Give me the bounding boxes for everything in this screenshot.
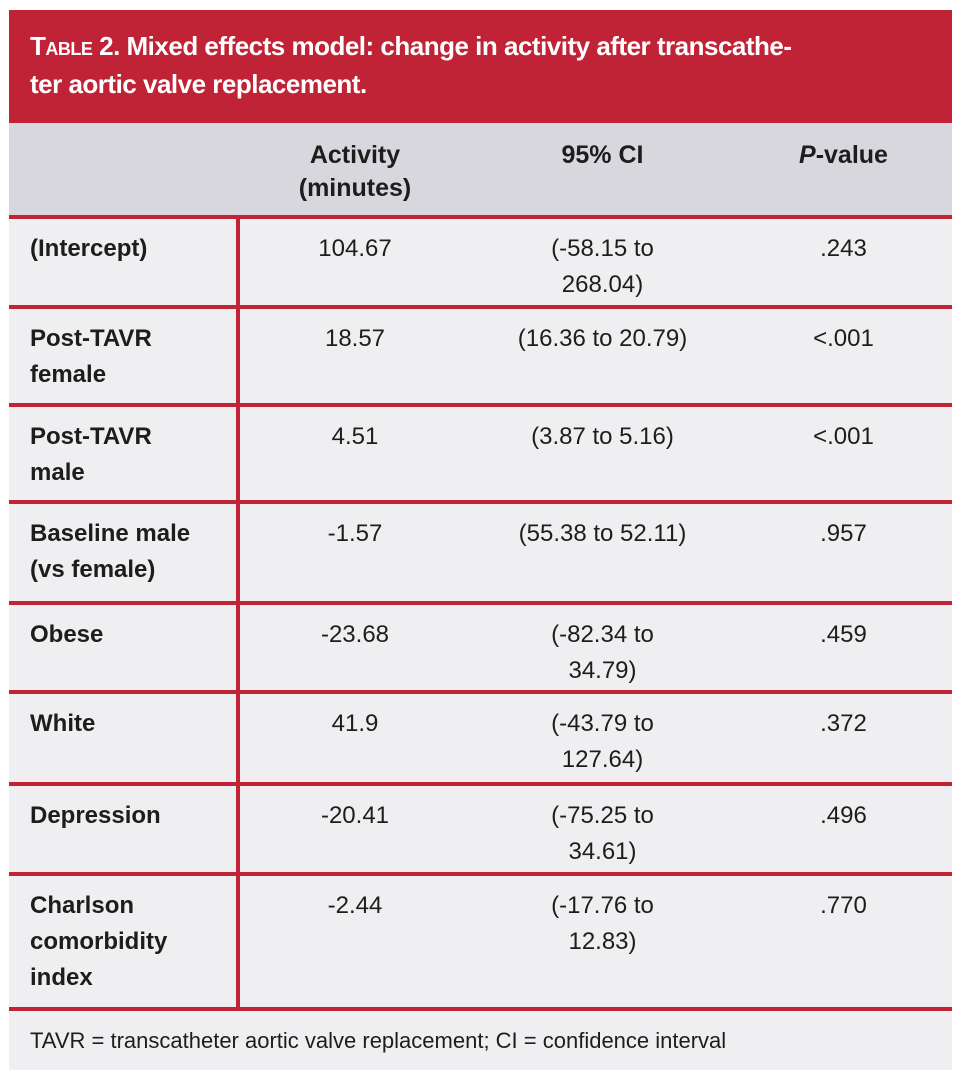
table-row-baseline-male: Baseline male (vs female) -1.57 (55.38 t… [9,500,952,601]
ci-line: (-43.79 to [551,710,654,737]
ci-cell: (3.87 to 5.16) [470,407,735,500]
ci-line: (55.38 to 52.11) [518,520,687,547]
table-row-white: White 41.9 (-43.79 to 127.64) .372 [9,690,952,782]
table-row-post-tavr-female: Post-TAVR female 18.57 (16.36 to 20.79) … [9,305,952,403]
p-value-cell: .770 [820,892,867,919]
ci-cell: (-43.79 to 127.64) [470,694,735,782]
title-line-1: Table 2. Mixed effects model: change in … [30,27,934,65]
ci-line: 127.64) [561,746,644,773]
ci-line: (-17.76 to [551,892,654,919]
activity-cell: -23.68 [320,621,390,648]
footnote-text: TAVR = transcatheter aortic valve replac… [30,1028,727,1053]
ci-line: 34.79) [568,657,637,684]
p-value-cell: <.001 [813,325,874,352]
table-2: Table 2. Mixed effects model: change in … [9,10,952,1070]
column-header-row: Activity (minutes) 95% CI P-value [9,123,952,215]
table-title-band: Table 2. Mixed effects model: change in … [9,10,952,123]
activity-cell: 18.57 [324,325,386,352]
title-line-1-text: Mixed effects model: change in activity … [119,31,793,61]
ci-line: (3.87 to 5.16) [531,423,674,450]
row-label-cell: Baseline male (vs female) [9,504,240,601]
ci-cell: (-75.25 to 34.61) [470,786,735,872]
activity-cell: -20.41 [320,802,390,829]
table-number-label: Table 2. [30,31,120,61]
table-row-post-tavr-male: Post-TAVR male 4.51 (3.87 to 5.16) <.001 [9,403,952,500]
p-value-cell: .496 [820,802,867,829]
ci-line: (16.36 to 20.79) [517,325,688,352]
row-label-cell: Charlson comorbidity index [9,876,240,1007]
ci-line: 12.83) [568,928,637,955]
ci-cell: (16.36 to 20.79) [470,309,735,403]
table-row-depression: Depression -20.41 (-75.25 to 34.61) .496 [9,782,952,872]
activity-cell: -1.57 [327,520,383,547]
ci-cell: (-58.15 to 268.04) [470,219,735,305]
activity-cell: 41.9 [331,710,379,737]
row-label-cell: Depression [9,786,240,872]
p-value-cell: <.001 [813,423,874,450]
row-label-cell: Obese [9,605,240,690]
p-value-rest: -value [815,141,888,169]
table-row-charlson-comorbidity-index: Charlson comorbidity index -2.44 (-17.76… [9,872,952,1007]
ci-line: (-75.25 to [551,802,654,829]
table-footnote-bar: TAVR = transcatheter aortic valve replac… [9,1007,952,1070]
row-label-cell: (Intercept) [9,219,240,305]
p-value-column-header: P-value [735,123,952,215]
ci-cell: (-82.34 to 34.79) [470,605,735,690]
ci-line: 268.04) [561,271,644,298]
activity-cell: 104.67 [318,235,392,262]
ci-line: 34.61) [568,838,637,865]
p-value-cell: .957 [820,520,867,547]
ci-line: (-58.15 to [551,235,654,262]
ci-line: (-82.34 to [551,621,654,648]
table-row-intercept: (Intercept) 104.67 (-58.15 to 268.04) .2… [9,215,952,305]
p-value-cell: .372 [820,710,867,737]
row-label-cell: Post-TAVR female [9,309,240,403]
p-italic: P [799,141,816,169]
row-label-cell: White [9,694,240,782]
p-value-cell: .459 [820,621,867,648]
empty-corner-cell [9,123,240,215]
table-row-obese: Obese -23.68 (-82.34 to 34.79) .459 [9,601,952,690]
row-label-cell: Post-TAVR male [9,407,240,500]
activity-column-header: Activity (minutes) [298,141,412,202]
ci-cell: (55.38 to 52.11) [470,504,735,601]
p-value-cell: .243 [820,235,867,262]
title-line-2: ter aortic valve replacement. [30,69,367,99]
ci-cell: (-17.76 to 12.83) [470,876,735,1007]
activity-cell: 4.51 [331,423,379,450]
ci-column-header: 95% CI [561,141,644,169]
activity-cell: -2.44 [327,892,383,919]
